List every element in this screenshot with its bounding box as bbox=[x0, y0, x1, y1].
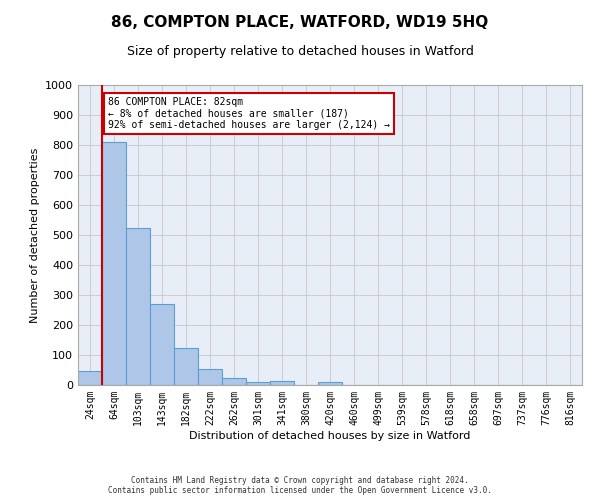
Y-axis label: Number of detached properties: Number of detached properties bbox=[29, 148, 40, 322]
Bar bbox=[246, 382, 270, 385]
Bar bbox=[126, 228, 150, 385]
Text: 86, COMPTON PLACE, WATFORD, WD19 5HQ: 86, COMPTON PLACE, WATFORD, WD19 5HQ bbox=[112, 15, 488, 30]
Bar bbox=[102, 142, 126, 385]
Bar bbox=[150, 304, 174, 385]
Bar bbox=[198, 368, 222, 385]
Text: Contains HM Land Registry data © Crown copyright and database right 2024.
Contai: Contains HM Land Registry data © Crown c… bbox=[108, 476, 492, 495]
Text: Size of property relative to detached houses in Watford: Size of property relative to detached ho… bbox=[127, 45, 473, 58]
Bar bbox=[78, 371, 102, 385]
Text: 86 COMPTON PLACE: 82sqm
← 8% of detached houses are smaller (187)
92% of semi-de: 86 COMPTON PLACE: 82sqm ← 8% of detached… bbox=[108, 97, 390, 130]
Bar bbox=[174, 348, 198, 385]
Bar bbox=[318, 382, 342, 385]
Bar bbox=[222, 378, 246, 385]
Bar bbox=[270, 380, 294, 385]
X-axis label: Distribution of detached houses by size in Watford: Distribution of detached houses by size … bbox=[190, 430, 470, 440]
